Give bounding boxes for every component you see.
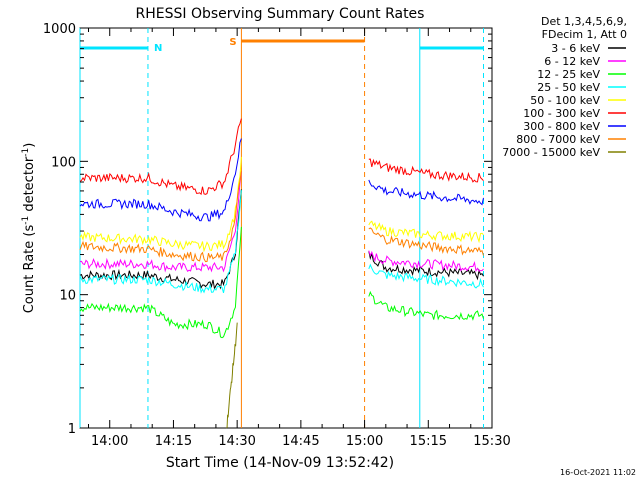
- x-tick-label-4: 15:00: [346, 434, 383, 449]
- y-tick-label-1: 10: [59, 289, 76, 304]
- y-tick-label-3: 1000: [43, 22, 76, 37]
- y-tick-label-2: 100: [51, 155, 76, 170]
- legend-header-line2: FDecim 1, Att 0: [542, 28, 627, 41]
- x-tick-label-6: 15:30: [473, 434, 510, 449]
- chart-title: RHESSI Observing Summary Count Rates: [136, 6, 425, 22]
- legend-label-4: 50 - 100 keV: [530, 94, 600, 107]
- flag-label-N: N: [154, 43, 162, 54]
- legend-label-3: 25 - 50 keV: [537, 81, 600, 94]
- legend-label-6: 300 - 800 keV: [523, 120, 600, 133]
- series-line-5-a: [79, 118, 242, 196]
- flag-label-S: S: [229, 37, 236, 48]
- legend-label-2: 12 - 25 keV: [537, 68, 600, 81]
- y-axis-label: Count Rate (s-1 detector-1): [21, 143, 37, 314]
- x-axis-ticks: 14:00 14:15 14:30 14:45 15:00 15:15 15:30: [87, 28, 511, 449]
- x-tick-label-5: 15:15: [410, 434, 447, 449]
- x-tick-label-0: 14:00: [91, 434, 128, 449]
- series-line-3-a: [79, 190, 242, 294]
- series-line-2-b: [368, 290, 484, 321]
- plot-frame: [79, 27, 493, 429]
- series-line-2-a: [79, 226, 242, 339]
- y-axis-ticks: 1 10 100 1000: [43, 22, 492, 437]
- flag-boundaries: [79, 28, 485, 428]
- legend-label-5: 100 - 300 keV: [523, 107, 600, 120]
- legend-label-7: 800 - 7000 keV: [516, 133, 600, 146]
- series-line-3-b: [368, 263, 484, 289]
- y-axis-label-sup2: -1: [21, 148, 31, 157]
- series-line-1-b: [368, 250, 484, 273]
- x-tick-label-1: 14:15: [155, 434, 192, 449]
- legend-label-1: 6 - 12 keV: [544, 55, 600, 68]
- series-lines: [79, 118, 484, 429]
- legend: Det 1,3,4,5,6,9, FDecim 1, Att 0 3 - 6 k…: [502, 15, 627, 159]
- series-line-8-a: [226, 322, 238, 429]
- x-tick-label-2: 14:30: [218, 434, 255, 449]
- flag-bars: NS: [80, 37, 484, 54]
- series-line-6-a: [79, 138, 242, 222]
- legend-label-8: 7000 - 15000 keV: [502, 146, 600, 159]
- x-tick-label-3: 14:45: [282, 434, 319, 449]
- y-axis-label-part2: detector: [22, 156, 37, 216]
- series-line-1-a: [79, 171, 242, 273]
- x-axis-label: Start Time (14-Nov-09 13:52:42): [166, 455, 394, 471]
- series-line-6-b: [368, 179, 484, 206]
- legend-header-line1: Det 1,3,4,5,6,9,: [541, 15, 627, 28]
- y-axis-label-part3: ): [22, 143, 37, 148]
- y-tick-label-0: 1: [68, 422, 76, 437]
- series-line-5-b: [368, 158, 484, 183]
- series-line-7-a: [79, 170, 242, 263]
- y-axis-label-sup1: -1: [21, 216, 31, 225]
- timestamp: 16-Oct-2021 11:02: [560, 468, 636, 477]
- series-line-0-b: [368, 250, 484, 281]
- series-line-7-b: [368, 227, 484, 256]
- series-line-4-b: [368, 220, 484, 244]
- y-axis-label-part1: Count Rate (s: [22, 225, 37, 314]
- series-line-4-a: [79, 156, 242, 253]
- legend-label-0: 3 - 6 keV: [551, 42, 600, 55]
